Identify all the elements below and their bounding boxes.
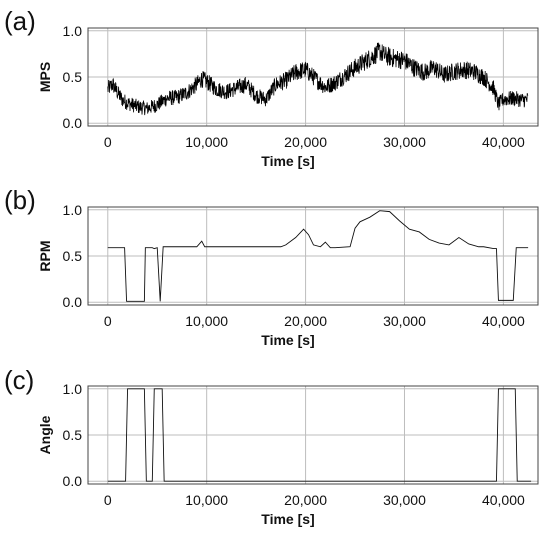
y-tick-label: 0.0 xyxy=(63,473,83,489)
panel-label: (c) xyxy=(4,365,34,395)
y-tick-label: 1.0 xyxy=(63,23,83,39)
chart-panel-1: (b) 0 10,000 20,000 30,000 40,000 0.0 0.5 1.0 Tim… xyxy=(4,185,539,348)
y-tick-label: 0.5 xyxy=(63,427,83,443)
x-tick-label: 0 xyxy=(104,134,112,150)
x-tick-label: 40,000 xyxy=(482,313,525,329)
plot-frame xyxy=(87,27,539,127)
x-tick-label: 20,000 xyxy=(284,313,327,329)
x-axis-label: Time [s] xyxy=(261,153,314,169)
y-tick-label: 0.0 xyxy=(63,294,83,310)
series-line-mps xyxy=(107,42,529,116)
chart-panel-2: (c) 0 10,000 20,000 30,000 40,000 0.0 0.5 1.0 Tim… xyxy=(4,365,539,527)
y-axis-label: MPS xyxy=(37,62,53,92)
x-tick-label: 10,000 xyxy=(185,134,228,150)
x-tick-label: 30,000 xyxy=(383,313,426,329)
y-tick-label: 0.0 xyxy=(63,115,83,131)
x-tick-label: 10,000 xyxy=(185,492,228,508)
x-tick-label: 30,000 xyxy=(383,134,426,150)
panel-label: (b) xyxy=(4,185,36,215)
x-tick-label: 0 xyxy=(104,313,112,329)
x-tick-label: 10,000 xyxy=(185,313,228,329)
y-tick-label: 0.5 xyxy=(63,69,83,85)
x-tick-label: 40,000 xyxy=(482,492,525,508)
x-axis-label: Time [s] xyxy=(261,332,314,348)
x-tick-label: 20,000 xyxy=(284,134,327,150)
y-axis-label: Angle xyxy=(37,415,53,454)
panel-label: (a) xyxy=(4,6,36,36)
y-tick-label: 1.0 xyxy=(63,202,83,218)
series-line-angle xyxy=(107,388,532,482)
plot-frame xyxy=(87,385,539,485)
y-tick-label: 1.0 xyxy=(63,381,83,397)
plot-frame xyxy=(87,206,539,306)
x-tick-label: 30,000 xyxy=(383,492,426,508)
x-tick-label: 20,000 xyxy=(284,492,327,508)
x-axis-label: Time [s] xyxy=(261,511,314,527)
x-tick-label: 0 xyxy=(104,492,112,508)
y-tick-label: 0.5 xyxy=(63,248,83,264)
chart-panel-0: (a) 0 10,000 20,000 30,000 40,000 0.0 0.5 1.0 Tim… xyxy=(4,6,539,169)
series-line-rpm xyxy=(107,210,529,302)
y-axis-label: RPM xyxy=(37,240,53,271)
x-tick-label: 40,000 xyxy=(482,134,525,150)
